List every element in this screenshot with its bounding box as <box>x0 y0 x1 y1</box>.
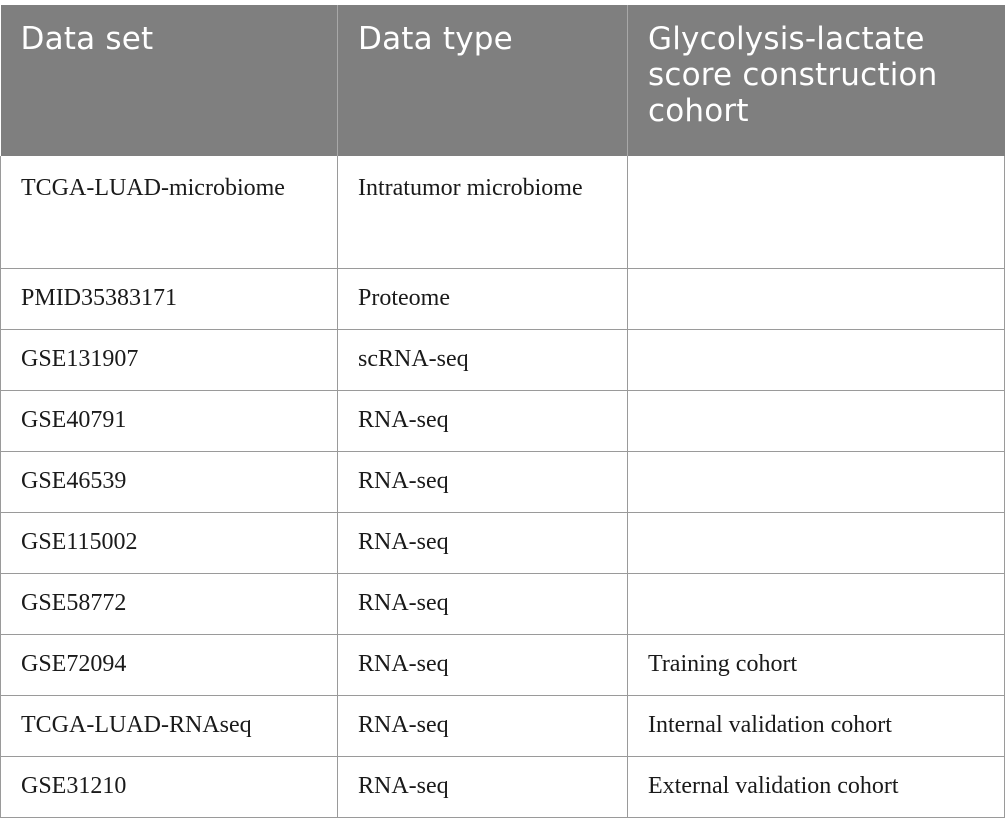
table-body: TCGA-LUAD-microbiome Intratumor microbio… <box>0 156 1005 818</box>
header-data-set: Data set <box>0 5 338 156</box>
cell-cohort <box>627 451 1005 513</box>
table-row: PMID35383171 Proteome <box>0 268 1005 330</box>
table-row: GSE58772 RNA-seq <box>0 573 1005 635</box>
table-row: GSE31210 RNA-seq External validation coh… <box>0 756 1005 818</box>
cell-data-set: GSE115002 <box>0 512 338 574</box>
data-table: Data set Data type Glycolysis-lactate sc… <box>0 5 1005 818</box>
table-row: GSE115002 RNA-seq <box>0 512 1005 574</box>
cell-cohort <box>627 573 1005 635</box>
cell-data-set: TCGA-LUAD-microbiome <box>0 156 338 269</box>
table-row: GSE131907 scRNA-seq <box>0 329 1005 391</box>
cell-data-type: RNA-seq <box>337 512 628 574</box>
cell-cohort <box>627 156 1005 269</box>
table-row: TCGA-LUAD-microbiome Intratumor microbio… <box>0 156 1005 269</box>
table-row: GSE46539 RNA-seq <box>0 451 1005 513</box>
cell-cohort <box>627 512 1005 574</box>
cell-data-set: GSE31210 <box>0 756 338 818</box>
cell-data-type: RNA-seq <box>337 451 628 513</box>
header-data-type: Data type <box>337 5 628 156</box>
cell-cohort <box>627 390 1005 452</box>
cell-cohort <box>627 268 1005 330</box>
cell-cohort: Training cohort <box>627 634 1005 696</box>
cell-data-type: RNA-seq <box>337 695 628 757</box>
table-row: GSE40791 RNA-seq <box>0 390 1005 452</box>
cell-data-type: Intratumor microbiome <box>337 156 628 269</box>
cell-data-set: GSE72094 <box>0 634 338 696</box>
cell-data-set: GSE131907 <box>0 329 338 391</box>
cell-data-type: scRNA-seq <box>337 329 628 391</box>
cell-data-type: Proteome <box>337 268 628 330</box>
cell-data-set: GSE46539 <box>0 451 338 513</box>
table-header: Data set Data type Glycolysis-lactate sc… <box>0 5 1005 156</box>
table-row: GSE72094 RNA-seq Training cohort <box>0 634 1005 696</box>
cell-data-set: GSE40791 <box>0 390 338 452</box>
cell-data-type: RNA-seq <box>337 756 628 818</box>
cell-data-set: TCGA-LUAD-RNAseq <box>0 695 338 757</box>
cell-data-set: GSE58772 <box>0 573 338 635</box>
cell-data-type: RNA-seq <box>337 634 628 696</box>
cell-data-set: PMID35383171 <box>0 268 338 330</box>
cell-data-type: RNA-seq <box>337 573 628 635</box>
cell-cohort: Internal validation cohort <box>627 695 1005 757</box>
header-row: Data set Data type Glycolysis-lactate sc… <box>0 5 1005 156</box>
table-row: TCGA-LUAD-RNAseq RNA-seq Internal valida… <box>0 695 1005 757</box>
cell-cohort <box>627 329 1005 391</box>
cell-data-type: RNA-seq <box>337 390 628 452</box>
cell-cohort: External validation cohort <box>627 756 1005 818</box>
header-cohort: Glycolysis-lactate score construction co… <box>627 5 1005 156</box>
